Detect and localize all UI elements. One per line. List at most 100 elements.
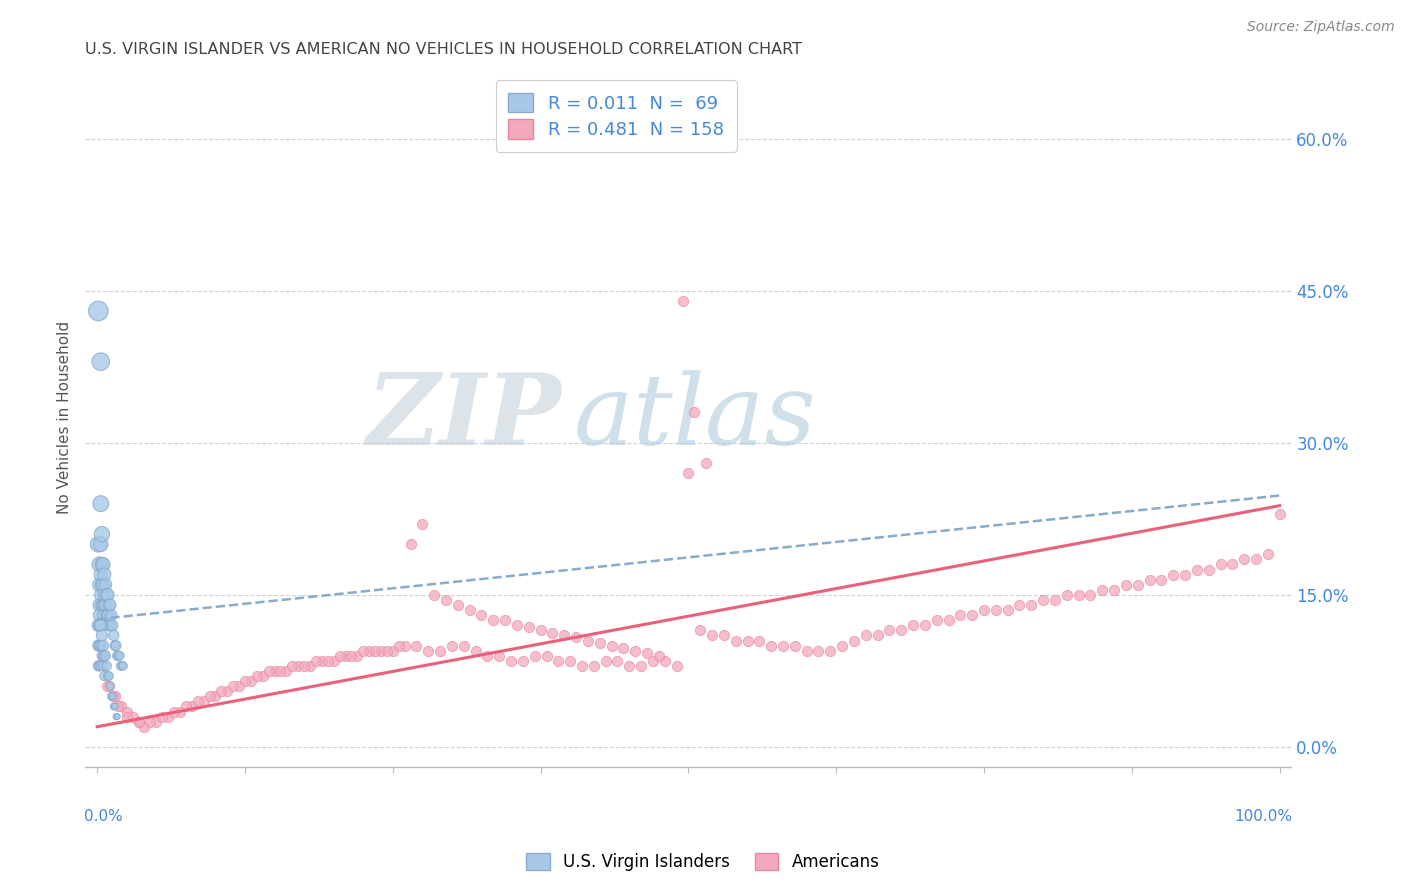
Point xyxy=(447,598,470,612)
Point xyxy=(523,648,546,663)
Point xyxy=(97,588,120,602)
Point xyxy=(91,558,114,572)
Point xyxy=(748,633,770,648)
Point xyxy=(700,628,723,642)
Point xyxy=(388,639,411,653)
Point xyxy=(494,613,516,627)
Point xyxy=(418,643,440,657)
Point xyxy=(783,639,806,653)
Point xyxy=(370,643,392,657)
Point xyxy=(346,648,368,663)
Point xyxy=(589,635,612,649)
Point xyxy=(103,628,125,642)
Point xyxy=(1244,552,1267,566)
Point xyxy=(879,624,901,638)
Point xyxy=(121,709,143,723)
Point xyxy=(560,654,582,668)
Point xyxy=(713,628,735,642)
Point xyxy=(1139,573,1161,587)
Point xyxy=(134,720,156,734)
Point xyxy=(772,639,794,653)
Point xyxy=(411,516,433,531)
Point xyxy=(94,578,117,592)
Point xyxy=(440,639,463,653)
Point xyxy=(105,709,128,723)
Point xyxy=(311,654,333,668)
Point xyxy=(193,694,215,708)
Point xyxy=(914,618,936,632)
Point xyxy=(737,633,759,648)
Point xyxy=(89,558,111,572)
Point xyxy=(683,405,706,419)
Point xyxy=(90,618,112,632)
Point xyxy=(340,648,363,663)
Point xyxy=(187,694,209,708)
Point xyxy=(252,669,274,683)
Point xyxy=(582,658,605,673)
Point xyxy=(1268,507,1291,521)
Point xyxy=(90,558,112,572)
Point xyxy=(807,643,830,657)
Point xyxy=(90,354,112,368)
Point xyxy=(1043,593,1066,607)
Point xyxy=(246,669,269,683)
Point xyxy=(128,714,150,729)
Point xyxy=(112,658,135,673)
Point xyxy=(217,684,239,698)
Text: Source: ZipAtlas.com: Source: ZipAtlas.com xyxy=(1247,20,1395,34)
Point xyxy=(938,613,960,627)
Point xyxy=(103,699,125,714)
Point xyxy=(316,654,339,668)
Point xyxy=(512,654,534,668)
Point xyxy=(1008,598,1031,612)
Point xyxy=(305,654,328,668)
Point xyxy=(499,654,522,668)
Point xyxy=(89,608,111,623)
Point xyxy=(98,679,121,693)
Point xyxy=(477,648,499,663)
Point xyxy=(1150,573,1173,587)
Point xyxy=(1067,588,1090,602)
Point xyxy=(464,643,486,657)
Point xyxy=(1091,582,1114,597)
Point xyxy=(458,603,481,617)
Point xyxy=(89,618,111,632)
Point xyxy=(90,628,112,642)
Point xyxy=(269,664,291,678)
Point xyxy=(665,658,688,673)
Point xyxy=(87,537,110,551)
Point xyxy=(1257,547,1279,561)
Point xyxy=(1126,578,1149,592)
Point xyxy=(169,705,191,719)
Point xyxy=(901,618,924,632)
Point xyxy=(1233,552,1256,566)
Point xyxy=(93,669,115,683)
Point xyxy=(94,598,117,612)
Point xyxy=(606,654,628,668)
Point xyxy=(381,643,404,657)
Point xyxy=(1220,558,1243,572)
Point xyxy=(641,654,664,668)
Point xyxy=(960,608,983,623)
Point xyxy=(973,603,995,617)
Point xyxy=(488,648,510,663)
Point xyxy=(87,304,110,318)
Point xyxy=(90,527,112,541)
Point xyxy=(105,709,128,723)
Point xyxy=(157,709,180,723)
Point xyxy=(101,690,124,704)
Point xyxy=(94,648,117,663)
Point xyxy=(257,664,280,678)
Point xyxy=(87,639,110,653)
Point xyxy=(91,648,114,663)
Point xyxy=(724,633,747,648)
Point xyxy=(287,658,309,673)
Point xyxy=(90,639,112,653)
Point xyxy=(1198,563,1220,577)
Point xyxy=(104,639,127,653)
Point xyxy=(1115,578,1137,592)
Point xyxy=(239,674,262,689)
Text: 0.0%: 0.0% xyxy=(84,809,122,824)
Point xyxy=(104,699,127,714)
Point xyxy=(1021,598,1043,612)
